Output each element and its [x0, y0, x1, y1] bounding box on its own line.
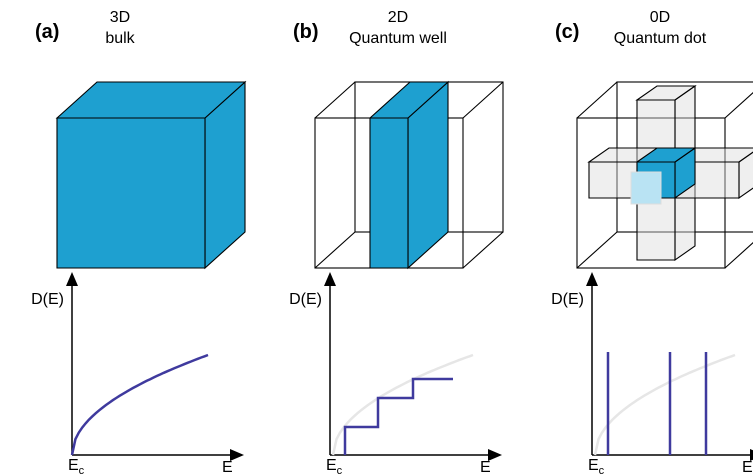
quantum-well-slab	[370, 82, 448, 268]
edge	[315, 82, 355, 118]
edge	[577, 82, 617, 118]
edge	[463, 82, 503, 118]
bulk-cube	[57, 82, 245, 268]
y-axis-label: D(E)	[31, 291, 64, 308]
panel-label: (b)	[293, 21, 319, 43]
edge-label: Ec	[588, 457, 605, 475]
edge	[577, 232, 617, 268]
bulk-cube-face	[57, 118, 205, 268]
x-axis-label: E	[742, 459, 753, 475]
dos-steps	[345, 379, 453, 455]
panel-title: 0D	[650, 9, 670, 26]
panel-label: (a)	[35, 21, 59, 43]
edge	[725, 82, 753, 118]
edge-subscript: c	[599, 465, 605, 475]
y-axis-label: D(E)	[289, 291, 322, 308]
edge-label: Ec	[326, 457, 343, 475]
reference-curve	[595, 355, 735, 455]
panel-title: bulk	[105, 30, 135, 47]
edge	[463, 232, 503, 268]
y-arrow	[324, 272, 336, 286]
y-arrow	[586, 272, 598, 286]
edge-subscript: c	[79, 465, 85, 475]
panel-title: Quantum well	[349, 30, 447, 47]
panel-title: 2D	[388, 9, 408, 26]
edge	[315, 232, 355, 268]
reference-curve	[333, 355, 473, 455]
edge-label: Ec	[68, 457, 85, 475]
edge-subscript: c	[337, 465, 343, 475]
y-axis-label: D(E)	[551, 291, 584, 308]
panel-label: (c)	[555, 21, 579, 43]
x-axis-label: E	[480, 459, 491, 475]
dot-front-highlight	[631, 172, 661, 204]
figure: (a) 3D bulk D(E) E Ec (b) 2D Quantum well D(E) E Ec…	[0, 0, 753, 475]
y-arrow	[66, 272, 78, 286]
panel-title: Quantum dot	[614, 30, 707, 47]
x-axis-label: E	[222, 459, 233, 475]
edge	[725, 232, 753, 268]
quantum-well-slab-face	[370, 118, 408, 268]
panel-title: 3D	[110, 9, 130, 26]
dos-curve	[72, 355, 208, 455]
